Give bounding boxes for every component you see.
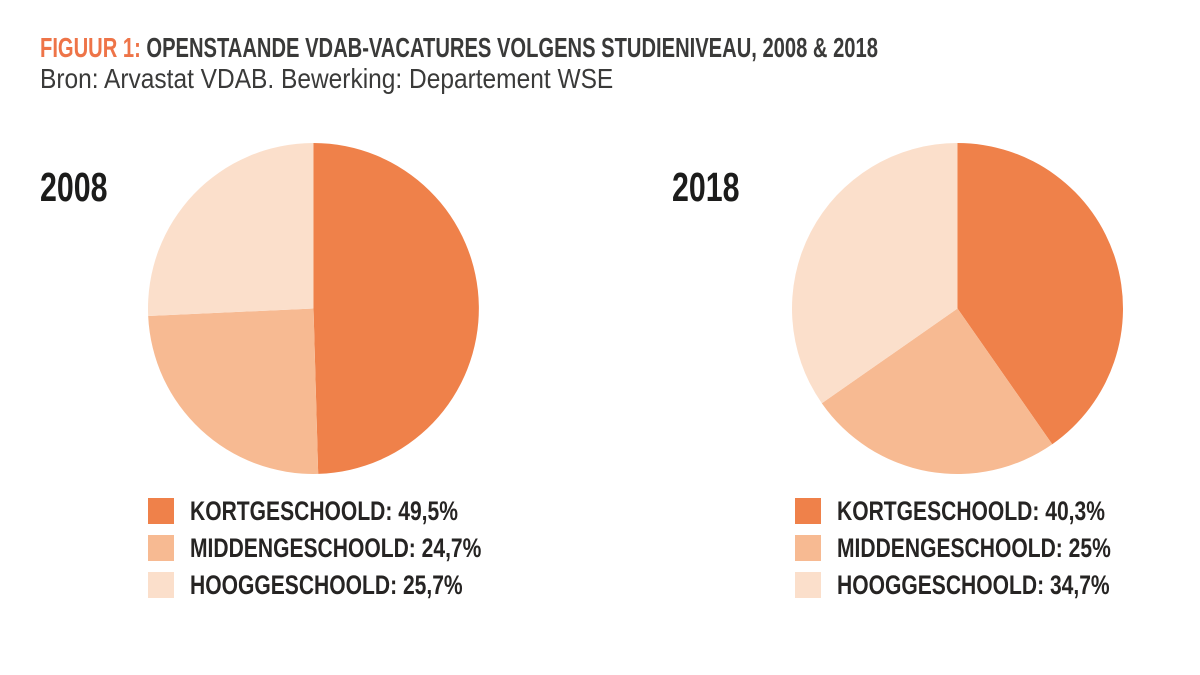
pie-slice-middengeschoold: [148, 308, 319, 474]
pie-slice-middengeschoold: [821, 308, 1053, 474]
legend-swatch-middengeschoold: [795, 535, 821, 561]
legend-swatch-kortgeschoold: [148, 498, 174, 524]
legend-swatch-kortgeschoold: [795, 498, 821, 524]
pie-slice-kortgeschoold: [957, 143, 1123, 445]
figure-source: Bron: Arvastat VDAB. Bewerking: Departem…: [40, 63, 614, 94]
pie-chart-2008: [148, 143, 479, 474]
chart-year-label-2018: 2018: [672, 164, 740, 210]
legend-swatch-hooggeschoold: [795, 572, 821, 598]
legend-label: HOOGGESCHOOLD: 25,7%: [190, 570, 463, 600]
legend-item-hooggeschoold: HOOGGESCHOOLD: 25,7%: [148, 570, 564, 600]
figure-title-text: OPENSTAANDE VDAB-VACATURES VOLGENS STUDI…: [146, 32, 878, 63]
pie-chart-2018: [792, 143, 1123, 474]
legend-2018: KORTGESCHOOLD: 40,3% MIDDENGESCHOOLD: 25%…: [795, 498, 1188, 609]
legend-item-middengeschoold: MIDDENGESCHOOLD: 24,7%: [148, 533, 564, 563]
legend-swatch-middengeschoold: [148, 535, 174, 561]
figure-label: FIGUUR 1:: [40, 32, 141, 63]
pie-slice-kortgeschoold: [313, 143, 479, 474]
legend-2008: KORTGESCHOOLD: 49,5% MIDDENGESCHOOLD: 24,…: [148, 498, 564, 609]
legend-label: MIDDENGESCHOOLD: 24,7%: [190, 533, 482, 563]
legend-item-hooggeschoold: HOOGGESCHOOLD: 34,7%: [795, 570, 1188, 600]
legend-label: MIDDENGESCHOOLD: 25%: [837, 533, 1111, 563]
legend-label: HOOGGESCHOOLD: 34,7%: [837, 570, 1110, 600]
chart-year-label-2008: 2008: [40, 164, 108, 210]
legend-label: KORTGESCHOOLD: 49,5%: [190, 496, 458, 526]
legend-swatch-hooggeschoold: [148, 572, 174, 598]
legend-item-kortgeschoold: KORTGESCHOOLD: 40,3%: [795, 496, 1188, 526]
legend-item-middengeschoold: MIDDENGESCHOOLD: 25%: [795, 533, 1188, 563]
figure-title: FIGUUR 1: OPENSTAANDE VDAB-VACATURES VOL…: [40, 32, 878, 64]
legend-label: KORTGESCHOOLD: 40,3%: [837, 496, 1105, 526]
pie-slice-hooggeschoold: [148, 143, 314, 317]
pie-slice-hooggeschoold: [792, 143, 958, 404]
legend-item-kortgeschoold: KORTGESCHOOLD: 49,5%: [148, 496, 564, 526]
